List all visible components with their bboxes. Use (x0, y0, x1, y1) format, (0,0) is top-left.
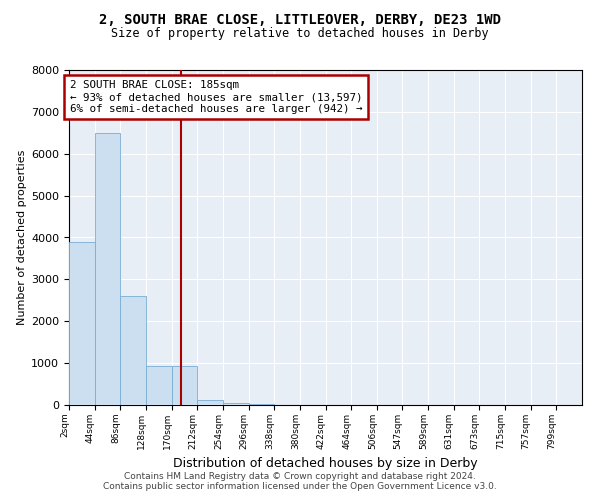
X-axis label: Distribution of detached houses by size in Derby: Distribution of detached houses by size … (173, 458, 478, 470)
Text: 2, SOUTH BRAE CLOSE, LITTLEOVER, DERBY, DE23 1WD: 2, SOUTH BRAE CLOSE, LITTLEOVER, DERBY, … (99, 12, 501, 26)
Bar (197, 400, 223, 405)
Bar (249, 404, 274, 405)
Bar (146, 366, 172, 405)
Bar (69, 242, 95, 405)
Bar (223, 403, 249, 405)
Text: Contains HM Land Registry data © Crown copyright and database right 2024.: Contains HM Land Registry data © Crown c… (124, 472, 476, 481)
Y-axis label: Number of detached properties: Number of detached properties (17, 150, 27, 325)
Bar (121, 296, 146, 405)
Text: Contains public sector information licensed under the Open Government Licence v3: Contains public sector information licen… (103, 482, 497, 491)
Text: Size of property relative to detached houses in Derby: Size of property relative to detached ho… (111, 28, 489, 40)
Bar (95, 133, 121, 405)
Text: 2 SOUTH BRAE CLOSE: 185sqm
← 93% of detached houses are smaller (13,597)
6% of s: 2 SOUTH BRAE CLOSE: 185sqm ← 93% of deta… (70, 80, 362, 114)
Bar (172, 366, 197, 405)
